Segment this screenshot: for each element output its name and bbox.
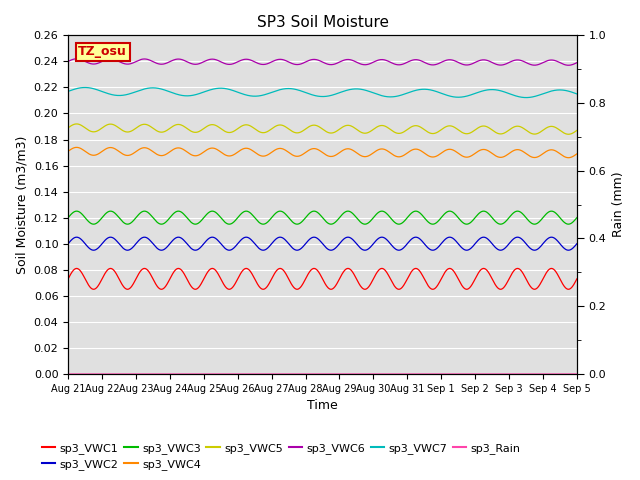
Y-axis label: Rain (mm): Rain (mm) [612,172,625,238]
X-axis label: Time: Time [307,399,338,412]
Text: TZ_osu: TZ_osu [78,46,127,59]
Y-axis label: Soil Moisture (m3/m3): Soil Moisture (m3/m3) [15,135,28,274]
Title: SP3 Soil Moisture: SP3 Soil Moisture [257,15,388,30]
Legend: sp3_VWC1, sp3_VWC2, sp3_VWC3, sp3_VWC4, sp3_VWC5, sp3_VWC6, sp3_VWC7, sp3_Rain: sp3_VWC1, sp3_VWC2, sp3_VWC3, sp3_VWC4, … [38,438,525,474]
